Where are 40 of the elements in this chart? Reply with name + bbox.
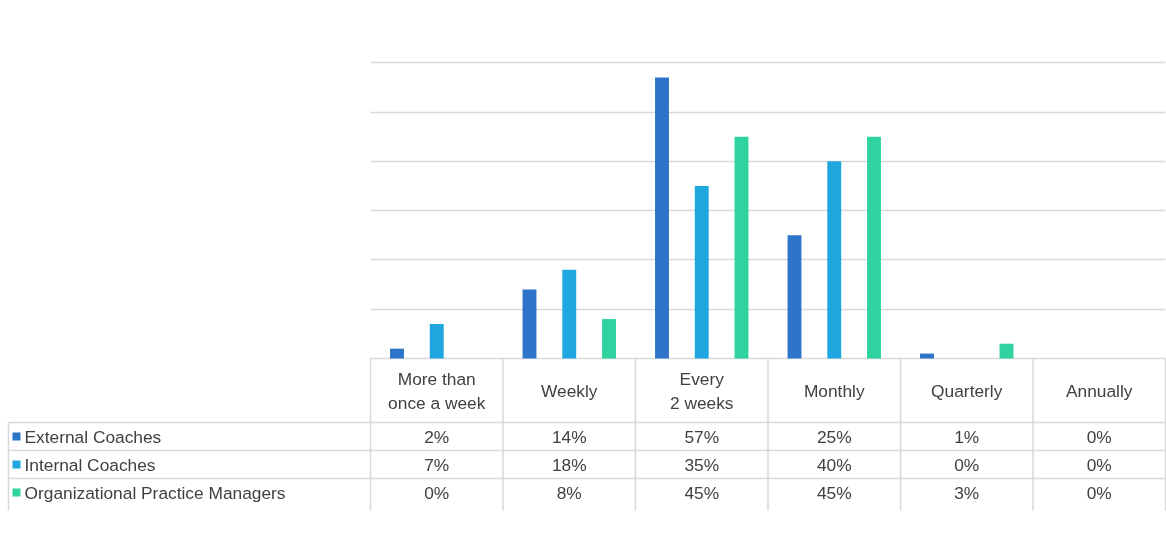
legend-label: Organizational Practice Managers bbox=[24, 482, 286, 503]
legend-label: Internal Coaches bbox=[24, 454, 156, 475]
bar bbox=[390, 348, 404, 359]
data-label: 7% bbox=[424, 454, 450, 475]
bar bbox=[522, 289, 537, 359]
data-label: 35% bbox=[684, 454, 720, 475]
data-label: 18% bbox=[551, 454, 587, 475]
x-tick-label: Monthly bbox=[803, 380, 865, 401]
data-label: 0% bbox=[1086, 482, 1112, 503]
bar bbox=[429, 323, 444, 359]
bar bbox=[827, 161, 842, 359]
bar bbox=[867, 136, 881, 359]
bar bbox=[999, 343, 1014, 359]
data-label: 2% bbox=[424, 426, 450, 447]
data-label: 45% bbox=[816, 482, 852, 503]
legend-label: External Coaches bbox=[24, 426, 162, 447]
data-label: 8% bbox=[556, 482, 582, 503]
x-tick-label: Quarterly bbox=[931, 380, 1003, 401]
data-label: 45% bbox=[684, 482, 720, 503]
bar bbox=[655, 77, 669, 359]
x-tick-label: Weekly bbox=[541, 380, 598, 401]
data-label: 57% bbox=[684, 426, 720, 447]
x-tick-label: Every 2 weeks bbox=[669, 368, 734, 413]
data-label: 0% bbox=[1086, 454, 1112, 475]
bar bbox=[602, 319, 616, 359]
data-label: 25% bbox=[816, 426, 852, 447]
data-label: 0% bbox=[954, 454, 980, 475]
bar bbox=[694, 185, 709, 359]
x-tick-label: Annually bbox=[1066, 380, 1133, 401]
data-label: 40% bbox=[816, 454, 852, 475]
data-label: 3% bbox=[954, 482, 980, 503]
data-label: 0% bbox=[424, 482, 450, 503]
bar bbox=[734, 136, 749, 359]
bar bbox=[787, 235, 802, 359]
data-label: 14% bbox=[551, 426, 587, 447]
x-tick-label: More than once a week bbox=[388, 368, 486, 413]
bar bbox=[562, 269, 577, 359]
data-label: 1% bbox=[954, 426, 980, 447]
bar bbox=[920, 353, 934, 359]
data-label: 0% bbox=[1086, 426, 1112, 447]
